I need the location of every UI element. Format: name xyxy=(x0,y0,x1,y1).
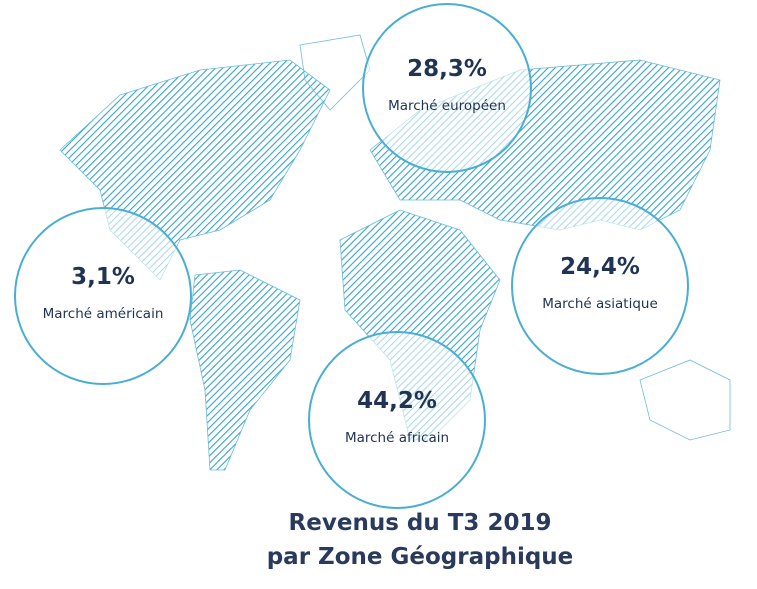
title-line-1: Revenus du T3 2019 xyxy=(289,510,552,536)
title-line-2: par Zone Géographique xyxy=(267,544,574,570)
region-circle xyxy=(14,207,192,385)
region-value: 24,4% xyxy=(560,254,640,280)
region-label: Marché européen xyxy=(388,98,506,114)
region-circle xyxy=(362,3,532,173)
region-label: Marché asiatique xyxy=(542,296,658,312)
south-america xyxy=(189,269,301,471)
region-label: Marché américain xyxy=(43,306,164,322)
australia xyxy=(639,359,731,441)
region-circle xyxy=(511,197,689,375)
region-value: 28,3% xyxy=(407,56,487,82)
region-circle xyxy=(308,331,486,509)
region-value: 44,2% xyxy=(357,388,437,414)
region-bubbles: 28,3% Marché européen 3,1% Marché américain… xyxy=(14,3,689,509)
region-label: Marché africain xyxy=(345,430,449,446)
greenland xyxy=(299,34,371,111)
region-value: 3,1% xyxy=(71,264,135,290)
